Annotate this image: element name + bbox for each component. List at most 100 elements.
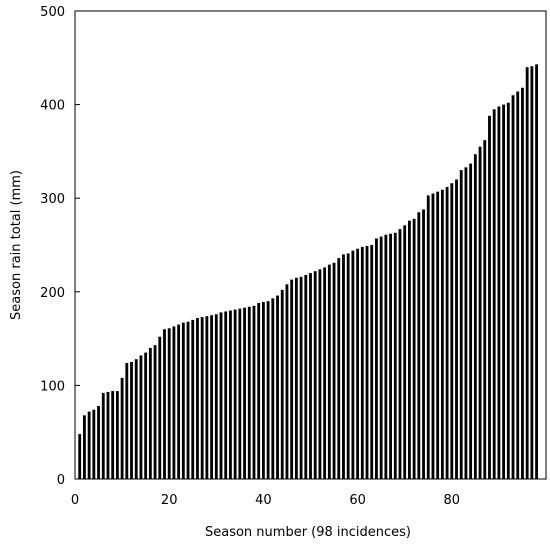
bar <box>455 179 458 480</box>
bar <box>285 284 289 479</box>
bar <box>412 218 416 480</box>
bar <box>436 191 440 479</box>
bar <box>247 306 251 479</box>
bar <box>332 262 336 479</box>
bar <box>422 209 425 479</box>
bar <box>351 250 355 479</box>
bar <box>294 277 298 479</box>
bar <box>379 236 383 479</box>
bar <box>318 269 322 479</box>
bar <box>327 264 331 479</box>
bar <box>92 409 96 479</box>
bar <box>426 195 430 479</box>
bar <box>172 326 176 479</box>
x-tick-label: 40 <box>255 493 272 508</box>
bar <box>125 362 129 479</box>
bar <box>78 434 82 479</box>
bar <box>459 170 463 479</box>
bar <box>181 322 185 479</box>
bar <box>535 64 538 480</box>
x-tick-label: 0 <box>71 493 79 508</box>
bar <box>115 391 119 479</box>
bar <box>375 238 378 479</box>
bar <box>516 91 520 479</box>
bar <box>506 102 510 479</box>
bar <box>389 233 392 479</box>
y-tick-label: 100 <box>40 379 65 394</box>
x-tick-label: 80 <box>444 493 461 508</box>
bar <box>356 248 360 479</box>
bar <box>403 225 407 479</box>
x-tick-label: 60 <box>349 493 366 508</box>
bar <box>271 298 275 479</box>
bar <box>384 234 388 479</box>
bar <box>229 310 232 479</box>
bar <box>370 245 374 479</box>
bar <box>450 183 454 479</box>
bar <box>106 391 110 479</box>
bar <box>101 392 105 479</box>
bar <box>139 355 143 479</box>
bar <box>502 104 506 479</box>
bar <box>346 253 350 479</box>
y-tick-label: 0 <box>57 473 65 488</box>
bar <box>243 307 246 479</box>
bar <box>167 328 171 479</box>
y-axis-label: Season rain total (mm) <box>9 170 24 320</box>
bar <box>214 314 218 479</box>
bar <box>440 189 444 479</box>
bar <box>224 311 228 479</box>
bar <box>483 140 487 479</box>
y-tick-label: 200 <box>40 286 65 301</box>
bar <box>120 377 124 479</box>
bar <box>186 321 190 479</box>
bar <box>299 276 303 479</box>
bar <box>398 229 402 479</box>
bar <box>464 167 468 479</box>
bar <box>144 352 148 479</box>
bar <box>290 279 294 479</box>
bar <box>177 324 181 479</box>
bar <box>158 336 162 479</box>
bar <box>130 362 133 479</box>
bar <box>342 254 345 479</box>
bar <box>393 232 397 479</box>
bar <box>313 271 317 479</box>
y-tick-label: 400 <box>40 99 65 114</box>
y-tick-label: 500 <box>40 5 65 20</box>
bar <box>478 146 482 479</box>
bar <box>87 411 91 479</box>
bar <box>238 308 242 479</box>
bar <box>309 273 312 479</box>
bar <box>97 405 100 479</box>
bar <box>337 258 341 479</box>
y-tick-label: 300 <box>40 192 65 207</box>
bar <box>473 154 477 479</box>
bar <box>304 274 308 479</box>
bar <box>148 347 152 479</box>
bar <box>153 345 157 479</box>
x-tick-label: 20 <box>161 493 178 508</box>
bar <box>521 87 524 479</box>
bar <box>191 319 195 479</box>
bar <box>257 303 261 479</box>
bar <box>210 315 214 479</box>
bar <box>83 415 86 479</box>
bar <box>407 220 411 479</box>
bar <box>280 289 284 479</box>
bar <box>205 316 209 479</box>
bar <box>196 318 199 479</box>
bar <box>511 95 515 480</box>
bar <box>445 186 449 479</box>
bar <box>219 312 223 479</box>
bar <box>488 115 491 479</box>
bar <box>417 212 421 480</box>
bar <box>365 245 369 479</box>
bar <box>252 305 256 479</box>
bar <box>431 193 435 479</box>
bar <box>525 67 529 479</box>
bar <box>323 267 327 479</box>
bar <box>469 163 473 479</box>
bar <box>276 295 279 479</box>
